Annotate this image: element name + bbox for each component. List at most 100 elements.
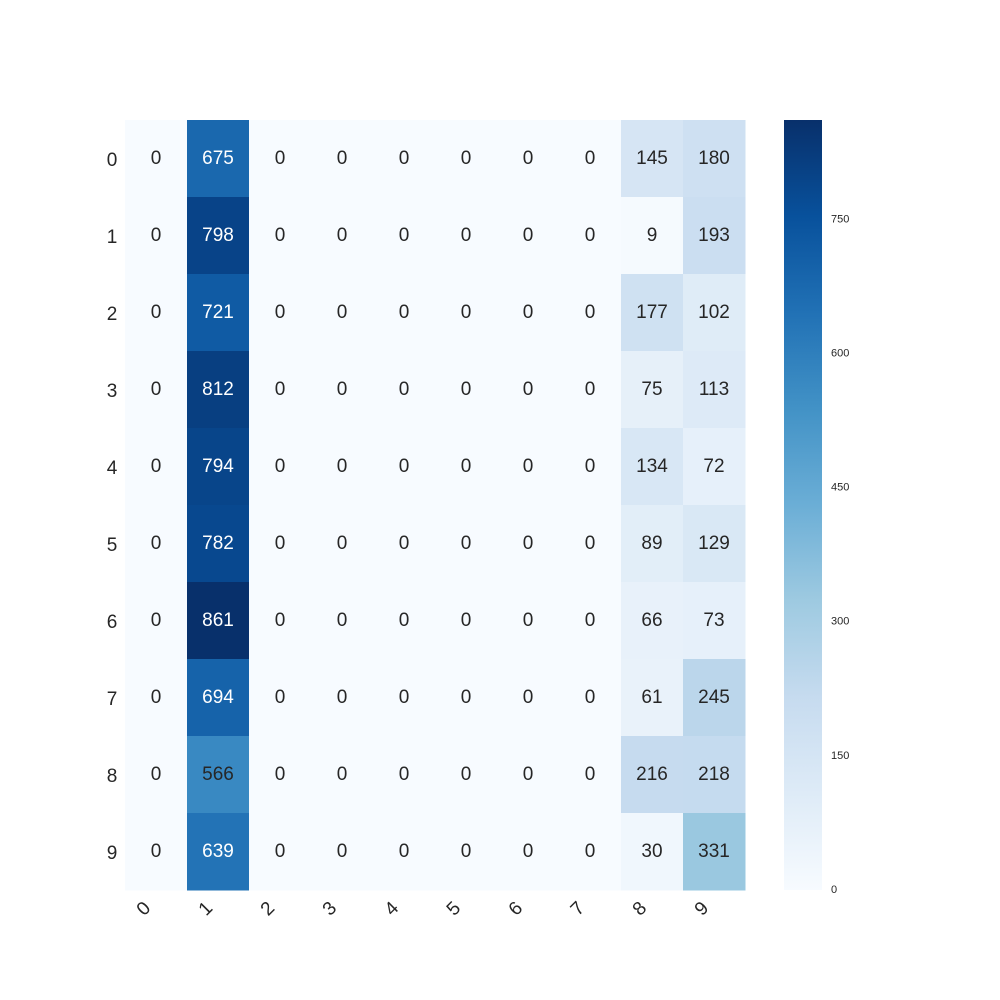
heatmap-cell xyxy=(435,120,498,198)
heatmap-cell-label: 129 xyxy=(698,533,730,554)
heatmap-cell xyxy=(187,659,250,737)
heatmap-cell-label: 0 xyxy=(275,456,286,477)
heatmap-cell-label: 0 xyxy=(151,225,162,246)
heatmap-cell-label: 0 xyxy=(461,302,472,323)
heatmap-cell-label: 245 xyxy=(698,687,730,708)
heatmap-cell xyxy=(683,582,746,660)
heatmap-cell-label: 0 xyxy=(275,379,286,400)
heatmap-cell-label: 0 xyxy=(151,456,162,477)
heatmap-cell xyxy=(311,120,374,198)
heatmap-cell xyxy=(435,351,498,429)
y-tick-label: 9 xyxy=(107,843,118,864)
heatmap-cell xyxy=(683,659,746,737)
heatmap-cell xyxy=(373,736,436,814)
y-tick-label: 8 xyxy=(107,766,118,787)
heatmap-cell xyxy=(249,505,312,583)
x-tick-label: 2 xyxy=(257,898,279,920)
heatmap-cell xyxy=(249,736,312,814)
colorbar-tick-label: 750 xyxy=(831,213,849,225)
heatmap-cell xyxy=(311,813,374,891)
heatmap-cell xyxy=(311,659,374,737)
colorbar-gradient xyxy=(784,120,822,890)
heatmap-cell xyxy=(559,659,622,737)
heatmap-cell xyxy=(683,274,746,352)
x-tick-label: 4 xyxy=(381,898,404,921)
heatmap-cell-labels: 0 675 0 0 0 0 0 0 145 180 0 798 0 0 0 0 0 0 9 193 0 721 0 0 0 0 0 0… xyxy=(151,148,730,862)
heatmap-cell xyxy=(125,505,188,583)
heatmap-cell xyxy=(683,428,746,506)
heatmap-cell xyxy=(559,274,622,352)
heatmap-cell-label: 566 xyxy=(202,764,234,785)
heatmap-cell-label: 0 xyxy=(523,687,534,708)
heatmap-cell xyxy=(311,736,374,814)
heatmap-cell xyxy=(311,582,374,660)
heatmap-cell xyxy=(373,659,436,737)
heatmap-cell xyxy=(559,505,622,583)
heatmap-cell-label: 0 xyxy=(399,456,410,477)
x-tick-label: 9 xyxy=(691,898,713,920)
heatmap-cell xyxy=(187,505,250,583)
heatmap-cell xyxy=(249,351,312,429)
heatmap-cell-label: 134 xyxy=(636,456,668,477)
heatmap-cell xyxy=(435,197,498,275)
heatmap-cell xyxy=(497,813,560,891)
y-tick-label: 5 xyxy=(107,535,118,556)
heatmap-cell xyxy=(497,428,560,506)
heatmap-cell-label: 0 xyxy=(585,764,596,785)
heatmap-cell xyxy=(311,274,374,352)
y-tick-label: 7 xyxy=(107,689,118,710)
heatmap-cell-label: 0 xyxy=(337,533,348,554)
heatmap-cell xyxy=(187,197,250,275)
heatmap-cell-label: 0 xyxy=(523,379,534,400)
heatmap-cell xyxy=(187,351,250,429)
heatmap-cell xyxy=(621,274,684,352)
heatmap-cell-label: 75 xyxy=(641,379,662,400)
heatmap-cell-label: 0 xyxy=(337,764,348,785)
colorbar: 0 150 300 450 600 750 xyxy=(784,120,849,896)
heatmap-cell xyxy=(497,505,560,583)
heatmap-cell-label: 0 xyxy=(461,841,472,862)
heatmap-cell-label: 89 xyxy=(641,533,662,554)
heatmap-cell xyxy=(683,351,746,429)
heatmap-cell xyxy=(559,351,622,429)
heatmap-cell xyxy=(435,582,498,660)
heatmap-cell xyxy=(559,120,622,198)
heatmap-cell-label: 73 xyxy=(703,610,724,631)
heatmap-cell-label: 193 xyxy=(698,225,730,246)
heatmap-cell-label: 0 xyxy=(399,225,410,246)
heatmap-cell-label: 0 xyxy=(275,687,286,708)
heatmap-cell-label: 0 xyxy=(461,610,472,631)
heatmap-cell-label: 180 xyxy=(698,148,730,169)
heatmap-cell-label: 639 xyxy=(202,841,234,862)
heatmap-cell-label: 0 xyxy=(585,148,596,169)
heatmap-cell-label: 0 xyxy=(585,225,596,246)
heatmap-cell xyxy=(621,582,684,660)
heatmap-cell xyxy=(683,505,746,583)
y-tick-label: 2 xyxy=(107,304,118,325)
heatmap-cell-label: 0 xyxy=(151,610,162,631)
heatmap-cell-label: 0 xyxy=(151,764,162,785)
heatmap-cell xyxy=(187,274,250,352)
heatmap-cell-label: 0 xyxy=(399,687,410,708)
heatmap-cell-label: 0 xyxy=(337,687,348,708)
heatmap-cell xyxy=(435,505,498,583)
heatmap-cell xyxy=(559,736,622,814)
heatmap-cell-label: 0 xyxy=(523,302,534,323)
heatmap-cell-label: 0 xyxy=(585,610,596,631)
heatmap-cell-label: 218 xyxy=(698,764,730,785)
heatmap-cell xyxy=(125,428,188,506)
heatmap-cell-label: 0 xyxy=(399,533,410,554)
heatmap-cell xyxy=(125,582,188,660)
heatmap-cell xyxy=(373,428,436,506)
heatmap-cell xyxy=(373,120,436,198)
heatmap-cell-label: 0 xyxy=(275,225,286,246)
x-tick-label: 1 xyxy=(195,898,217,920)
heatmap-cell-label: 0 xyxy=(275,302,286,323)
heatmap-cell xyxy=(621,120,684,198)
heatmap-cell xyxy=(373,274,436,352)
heatmap-cell-label: 0 xyxy=(399,148,410,169)
heatmap-cell-label: 0 xyxy=(151,148,162,169)
heatmap-cell xyxy=(311,428,374,506)
heatmap-cell-label: 0 xyxy=(461,533,472,554)
heatmap-cell xyxy=(187,736,250,814)
